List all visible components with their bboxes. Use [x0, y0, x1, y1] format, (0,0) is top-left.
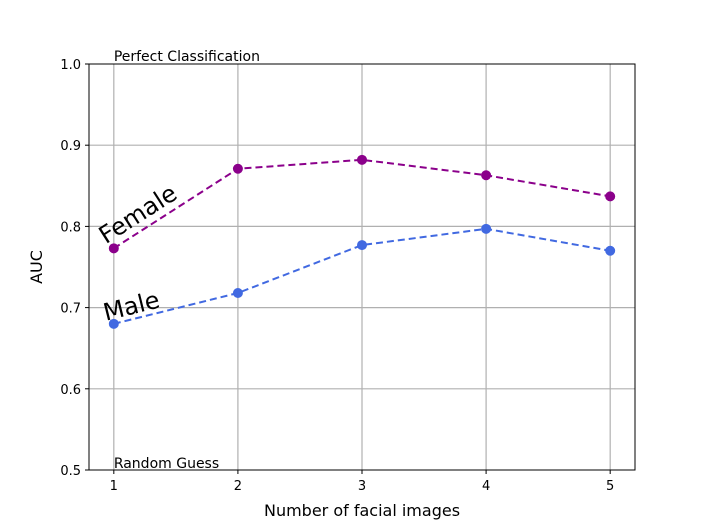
axis-ticks: 1 2 3 4 5 0.5 0.6 0.7 0.8 0.9 1.0 [60, 58, 614, 494]
data-point-male [481, 223, 492, 234]
x-tick-label: 5 [606, 479, 614, 494]
y-tick-label: 0.5 [60, 464, 81, 479]
x-tick-label: 3 [358, 479, 366, 494]
data-point-female [357, 154, 367, 165]
x-axis-title: Number of facial images [264, 501, 460, 520]
data-series [108, 154, 616, 329]
series-label-male: Male [101, 286, 163, 327]
x-tick-label: 2 [234, 479, 242, 494]
data-point-female [232, 163, 243, 174]
data-point-female [605, 191, 616, 202]
y-tick-label: 0.8 [60, 220, 81, 235]
series-label-female: Female [94, 179, 182, 249]
data-point-female [108, 243, 119, 254]
data-point-male [108, 318, 119, 329]
y-axis-title: AUC [27, 250, 46, 284]
y-tick-label: 1.0 [60, 58, 81, 73]
annotation-perfect-classification: Perfect Classification [114, 49, 260, 65]
data-point-male [232, 287, 243, 298]
x-tick-label: 1 [110, 479, 118, 494]
annotation-random-guess: Random Guess [114, 456, 219, 472]
y-tick-label: 0.9 [60, 139, 81, 154]
data-point-female [481, 170, 492, 181]
x-tick-label: 4 [482, 479, 490, 494]
data-point-male [357, 240, 367, 251]
grid-lines [89, 64, 635, 470]
data-point-male [605, 245, 616, 256]
y-tick-label: 0.6 [60, 383, 81, 398]
y-tick-label: 0.7 [60, 302, 81, 317]
